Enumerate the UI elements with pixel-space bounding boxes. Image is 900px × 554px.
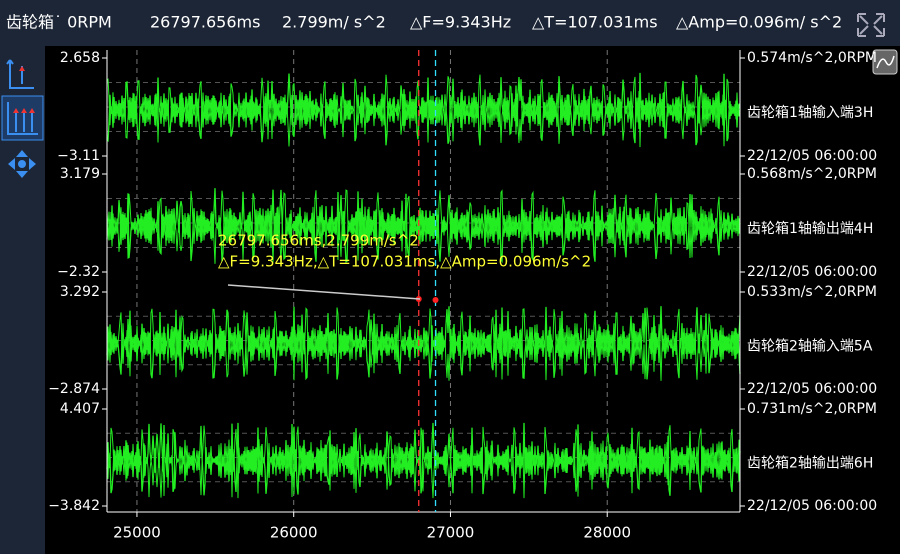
y-min-label: −3.11: [57, 148, 100, 164]
channel-name: 齿轮箱2轴输出端6H: [747, 456, 873, 472]
cursor-point: [432, 297, 439, 303]
cursor-time: 26797.656ms: [150, 13, 260, 32]
channel-name: 齿轮箱1轴输出端4H: [747, 221, 873, 237]
channel-name: 齿轮箱2轴输入端5A: [747, 339, 873, 355]
top-bar: [0, 0, 900, 46]
y-min-label: −2.32: [57, 264, 100, 280]
y-max-label: 3.179: [60, 166, 100, 182]
annotation-leader: [227, 284, 421, 300]
y-max-label: 2.658: [60, 50, 100, 66]
x-tick-label: 27000: [427, 524, 475, 542]
annotation-line: △F=9.343Hz,△T=107.031ms,△Amp=0.096m/s^2: [218, 253, 591, 271]
channel-timestamp: 22/12/05 06:00:00: [747, 498, 877, 514]
channel-info: 0.731m/s^2,0RPM: [747, 401, 877, 417]
y-min-label: −3.842: [48, 498, 100, 514]
waveform-band: [106, 74, 741, 148]
cursor-amp: 2.799m/ s^2: [282, 13, 386, 32]
channel-name: 齿轮箱1轴输入端3H: [747, 105, 873, 121]
single-axis-button[interactable]: [6, 59, 34, 89]
channel-info: 0.574m/s^2,0RPM: [747, 50, 877, 66]
y-max-label: 4.407: [60, 401, 100, 417]
waveform-band: [106, 189, 741, 264]
annotation-line: 26797.656ms,2.799m/s^2: [218, 232, 419, 250]
x-tick-label: 25000: [113, 524, 161, 542]
x-tick-label: 28000: [583, 524, 631, 542]
curve-button[interactable]: [872, 49, 898, 75]
waveform: [106, 306, 741, 381]
multi-axis-button[interactable]: [1, 95, 44, 141]
x-tick-label: 26000: [270, 524, 318, 542]
waveform-band: [106, 307, 741, 381]
y-max-label: 3.292: [60, 284, 100, 300]
y-min-label: −2.874: [48, 381, 100, 397]
delta-amp: △Amp=0.096m/ s^2: [676, 13, 842, 32]
fullscreen-button[interactable]: [857, 13, 885, 37]
move-button[interactable]: [8, 150, 36, 178]
channel-timestamp: 22/12/05 06:00:00: [747, 381, 877, 397]
channel-info: 0.568m/s^2,0RPM: [747, 166, 877, 182]
channel-info: 0.533m/s^2,0RPM: [747, 284, 877, 300]
channel-timestamp: 22/12/05 06:00:00: [747, 264, 877, 280]
delta-f: △F=9.343Hz: [410, 13, 511, 32]
delta-t: △T=107.031ms: [532, 13, 658, 32]
channel-timestamp: 22/12/05 06:00:00: [747, 148, 877, 164]
waveform-band: [106, 425, 741, 499]
title: 齿轮箱˙ 0RPM: [6, 13, 112, 32]
